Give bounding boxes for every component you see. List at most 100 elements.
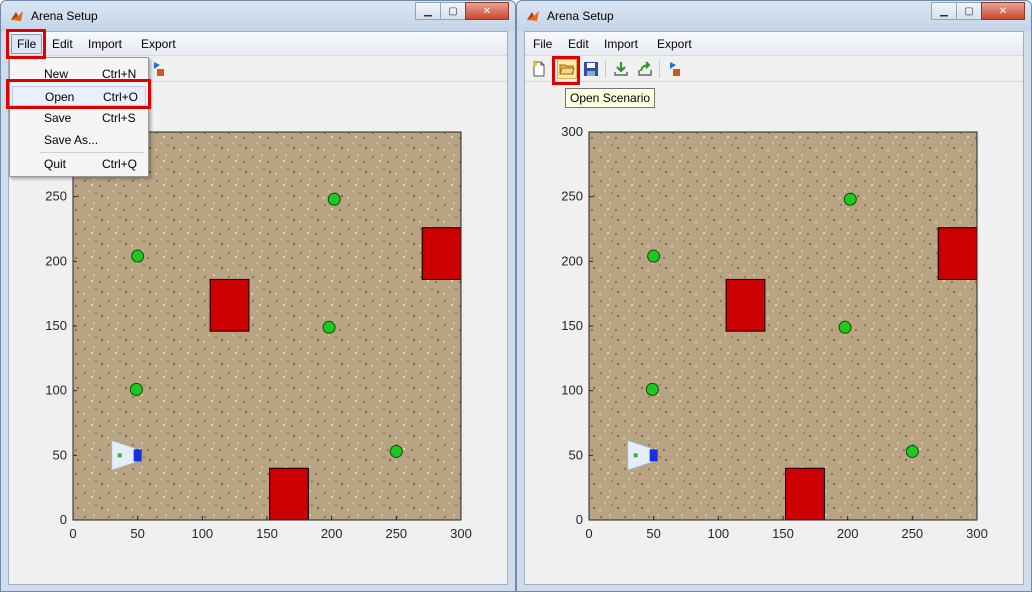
menu-item-shortcut: Ctrl+N — [102, 67, 137, 81]
menu-edit[interactable]: Edit — [52, 37, 73, 51]
menu-item-label: Open — [45, 90, 75, 104]
close-icon: ✕ — [998, 5, 1008, 17]
y-tick-label: 200 — [561, 253, 583, 268]
menu-item-save[interactable]: Save Ctrl+S — [12, 108, 146, 128]
highlight-box-open — [6, 79, 151, 109]
obstacle-rect — [269, 467, 309, 521]
robot-marker — [117, 453, 122, 458]
menu-item-label: Quit — [44, 157, 67, 171]
right-window: Arena Setup ▁ ▢ ✕ File Edit Import Expor… — [516, 0, 1032, 592]
menu-import[interactable]: Import — [604, 37, 639, 51]
tooltip-open-scenario: Open Scenario — [565, 88, 656, 108]
close-button[interactable]: ✕ — [981, 2, 1025, 20]
y-tick-label: 300 — [561, 124, 583, 139]
menu-file[interactable]: File — [533, 37, 553, 51]
menu-import[interactable]: Import — [88, 37, 123, 51]
x-tick-label: 100 — [191, 526, 213, 541]
robot-body — [649, 449, 658, 462]
toolbar — [525, 56, 1023, 82]
menu-bar: File Edit Import Export — [525, 32, 1023, 56]
close-button[interactable]: ✕ — [465, 2, 509, 20]
maximize-icon: ▢ — [448, 5, 458, 17]
robot-sensor-cone — [111, 439, 137, 472]
menu-item-quit[interactable]: Quit Ctrl+Q — [12, 154, 146, 174]
minimize-icon: ▁ — [940, 5, 948, 17]
import-button[interactable] — [611, 59, 631, 79]
target-point — [647, 249, 661, 263]
save-disk-icon — [584, 62, 598, 76]
run-flag-button[interactable] — [149, 59, 169, 79]
y-tick-label: 100 — [561, 383, 583, 398]
x-tick-label: 50 — [646, 526, 660, 541]
menu-item-label: Save As... — [44, 133, 99, 147]
menu-item-save-as[interactable]: Save As... — [12, 130, 146, 150]
y-tick-label: 150 — [561, 318, 583, 333]
menu-item-shortcut: Ctrl+Q — [102, 157, 138, 171]
x-tick-label: 200 — [837, 526, 859, 541]
title-bar[interactable]: Arena Setup ▁ ▢ ✕ — [517, 1, 1031, 31]
highlight-box-file — [6, 29, 46, 59]
menu-separator — [40, 152, 144, 153]
menu-item-new[interactable]: New Ctrl+N — [12, 64, 146, 84]
x-tick-label: 50 — [130, 526, 144, 541]
toolbar-separator — [605, 60, 606, 78]
menu-export[interactable]: Export — [657, 37, 692, 51]
export-button[interactable] — [635, 59, 655, 79]
minimize-button[interactable]: ▁ — [415, 2, 441, 20]
x-tick-label: 200 — [321, 526, 343, 541]
y-tick-label: 0 — [576, 512, 583, 527]
x-tick-label: 250 — [385, 526, 407, 541]
robot-body — [133, 449, 142, 462]
y-tick-label: 0 — [60, 512, 67, 527]
target-point — [905, 444, 919, 458]
maximize-button[interactable]: ▢ — [440, 2, 466, 20]
x-tick-label: 150 — [256, 526, 278, 541]
maximize-icon: ▢ — [964, 5, 974, 17]
maximize-button[interactable]: ▢ — [956, 2, 982, 20]
matlab-icon — [527, 11, 539, 21]
robot-sensor-cone — [627, 439, 653, 472]
menu-bar: File Edit Import Export — [9, 32, 507, 56]
y-tick-label: 100 — [45, 383, 67, 398]
new-file-button[interactable] — [529, 59, 549, 79]
obstacle-rect — [209, 278, 250, 332]
target-point — [327, 192, 341, 206]
matlab-icon — [11, 11, 23, 21]
y-tick-label: 250 — [45, 189, 67, 204]
x-tick-label: 250 — [901, 526, 923, 541]
target-point — [645, 382, 659, 396]
left-window: Arena Setup ▁ ▢ ✕ File Edit Import Expor… — [0, 0, 516, 592]
close-icon: ✕ — [482, 5, 492, 17]
open-folder-icon — [559, 64, 575, 75]
minimize-button[interactable]: ▁ — [931, 2, 957, 20]
window-title: Arena Setup — [31, 9, 98, 23]
menu-edit[interactable]: Edit — [568, 37, 589, 51]
highlight-box-open-button — [552, 56, 580, 85]
target-point — [838, 320, 852, 334]
open-scenario-button[interactable] — [557, 59, 577, 79]
y-tick-label: 50 — [53, 447, 67, 462]
window-client: File Edit Import Export 0 50 100 150 200 250 3… — [8, 31, 508, 585]
obstacle-rect — [725, 278, 766, 332]
x-tick-label: 300 — [450, 526, 472, 541]
x-tick-label: 150 — [772, 526, 794, 541]
menu-export[interactable]: Export — [141, 37, 176, 51]
menu-item-label: New — [44, 67, 69, 81]
target-point — [322, 320, 336, 334]
obstacle-rect — [785, 467, 825, 521]
menu-item-open[interactable]: Open Ctrl+O — [12, 86, 146, 106]
save-button[interactable] — [581, 59, 601, 79]
target-point — [129, 382, 143, 396]
run-flag-button[interactable] — [665, 59, 685, 79]
toolbar-separator — [659, 60, 660, 78]
target-point — [131, 249, 145, 263]
y-tick-label: 150 — [45, 318, 67, 333]
menu-file[interactable]: File — [11, 34, 43, 54]
window-client: File Edit Import Export — [524, 31, 1024, 585]
export-arrow-icon — [638, 61, 652, 76]
x-tick-label: 100 — [707, 526, 729, 541]
y-tick-label: 50 — [569, 447, 583, 462]
title-bar[interactable]: Arena Setup ▁ ▢ ✕ — [1, 1, 515, 31]
